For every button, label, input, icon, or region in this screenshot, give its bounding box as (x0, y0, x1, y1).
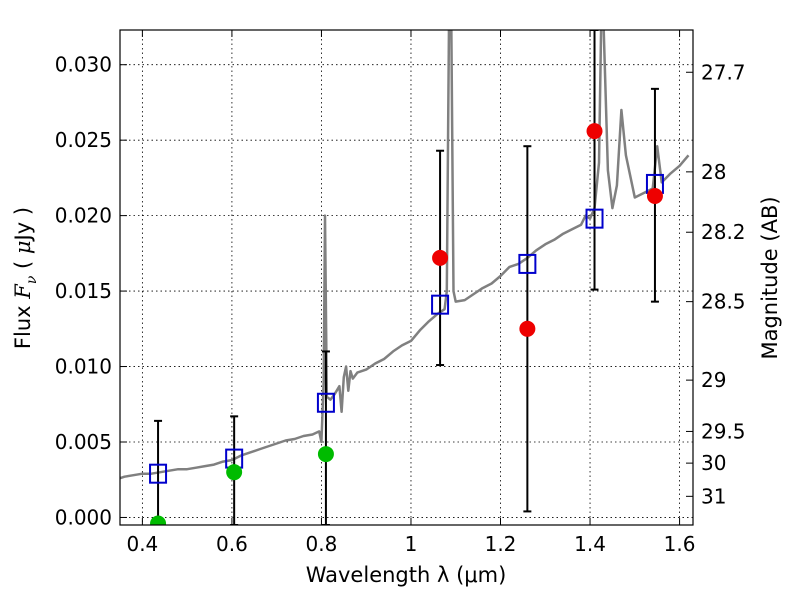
model-spectrum-line (120, 30, 690, 480)
y-tick-label: 0.010 (55, 355, 112, 379)
detection-point (586, 123, 603, 140)
x-tick-label: 1.4 (574, 532, 606, 556)
x-tick-label: 0.8 (306, 532, 338, 556)
plot-frame (119, 29, 694, 526)
y-axis-label-right: Magnitude (AB) (758, 196, 782, 359)
y-axis-label-left: Flux Fν ( μJy ) (11, 207, 40, 349)
y-tick-label: 0.020 (55, 204, 112, 228)
model-photometry-square (585, 208, 604, 229)
nondetection-point (317, 446, 334, 463)
x-tick-label: 1.2 (485, 532, 517, 556)
model-photometry-square (149, 463, 168, 484)
y-tick-label: 0.000 (55, 505, 112, 529)
right-tick-label: 28.2 (701, 220, 746, 244)
y-tick-label: 0.030 (55, 53, 112, 77)
right-tick-label: 30 (701, 451, 726, 475)
detection-point (519, 320, 536, 337)
model-photometry-square (431, 294, 450, 315)
right-tick-label: 29 (701, 368, 726, 392)
x-tick-label: 0.6 (216, 532, 248, 556)
data-layer (120, 30, 690, 525)
detection-point (432, 249, 449, 266)
model-photometry-square (316, 392, 335, 413)
x-tick-label: 0.4 (126, 532, 158, 556)
right-tick-label: 29.5 (701, 419, 746, 443)
detection-point (646, 188, 663, 205)
nondetection-point (150, 515, 167, 525)
y-tick-label: 0.025 (55, 128, 112, 152)
model-photometry-square (518, 253, 537, 274)
x-axis-label: Wavelength λ (μm) (306, 563, 507, 587)
y-tick-label: 0.005 (55, 430, 112, 454)
right-tick-label: 28 (701, 160, 726, 184)
right-tick-label: 27.7 (701, 60, 746, 84)
right-tick-label: 31 (701, 484, 726, 508)
x-tick-label: 1 (405, 532, 418, 556)
x-tick-label: 1.6 (664, 532, 696, 556)
y-tick-label: 0.015 (55, 279, 112, 303)
right-tick-label: 28.5 (701, 290, 746, 314)
nondetection-point (226, 464, 243, 481)
tick-layer: 0.4 0.6 0.8 1 1.2 1.4 1.6 0.000 0.005 0.010 0.015 0… (55, 30, 746, 556)
